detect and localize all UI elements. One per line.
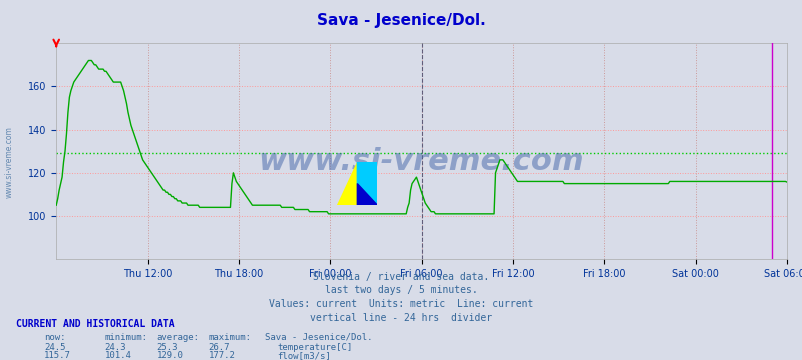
Text: 177.2: 177.2: [209, 351, 235, 360]
Text: flow[m3/s]: flow[m3/s]: [277, 351, 330, 360]
Text: Slovenia / river and sea data.: Slovenia / river and sea data.: [313, 272, 489, 282]
Text: now:: now:: [44, 333, 66, 342]
Polygon shape: [357, 162, 377, 205]
Text: maximum:: maximum:: [209, 333, 252, 342]
Text: 26.7: 26.7: [209, 343, 230, 352]
Text: 24.5: 24.5: [44, 343, 66, 352]
Text: temperature[C]: temperature[C]: [277, 343, 352, 352]
Text: last two days / 5 minutes.: last two days / 5 minutes.: [325, 285, 477, 296]
Text: average:: average:: [156, 333, 200, 342]
Polygon shape: [357, 184, 377, 205]
Text: 25.3: 25.3: [156, 343, 178, 352]
Text: Sava - Jesenice/Dol.: Sava - Jesenice/Dol.: [265, 333, 372, 342]
Text: 115.7: 115.7: [44, 351, 71, 360]
Text: CURRENT AND HISTORICAL DATA: CURRENT AND HISTORICAL DATA: [16, 319, 175, 329]
Polygon shape: [337, 162, 357, 205]
Text: minimum:: minimum:: [104, 333, 148, 342]
Text: 101.4: 101.4: [104, 351, 131, 360]
Text: www.si-vreme.com: www.si-vreme.com: [5, 126, 14, 198]
Text: vertical line - 24 hrs  divider: vertical line - 24 hrs divider: [310, 313, 492, 323]
Text: Values: current  Units: metric  Line: current: Values: current Units: metric Line: curr…: [269, 299, 533, 309]
Text: 24.3: 24.3: [104, 343, 126, 352]
Text: www.si-vreme.com: www.si-vreme.com: [258, 148, 584, 176]
Text: Sava - Jesenice/Dol.: Sava - Jesenice/Dol.: [317, 13, 485, 28]
Text: 129.0: 129.0: [156, 351, 183, 360]
